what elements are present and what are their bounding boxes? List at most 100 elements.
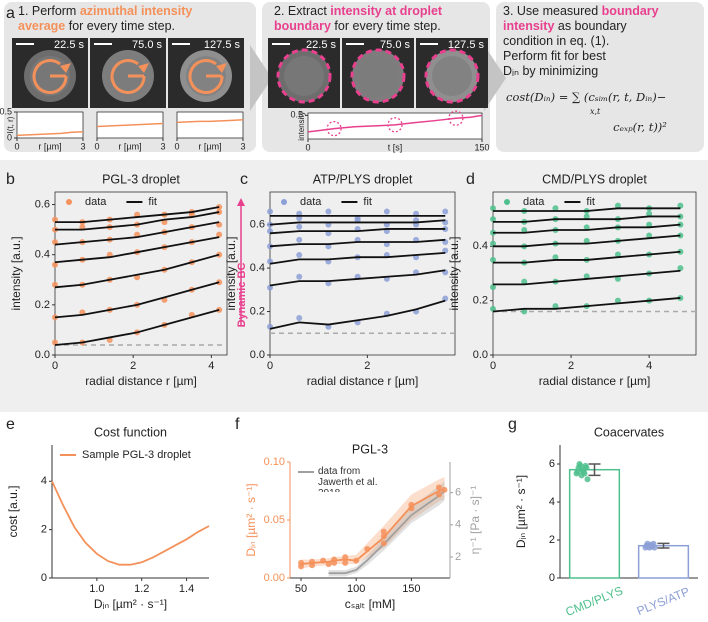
- line: [493, 234, 681, 248]
- chart-title: PGL-3 droplet: [102, 172, 180, 186]
- chart-title: Cost function: [94, 425, 167, 439]
- x-tick-label: 0: [490, 360, 496, 372]
- data-point: [583, 213, 590, 220]
- y-tick-label: 0.2: [250, 305, 265, 317]
- line: [55, 211, 220, 231]
- step-text-segment: intensity: [503, 19, 554, 33]
- y-tick-label: 0.4: [473, 240, 488, 252]
- panel-label: f: [235, 416, 240, 433]
- step-text-segment: condition in eq. (1).: [503, 34, 609, 48]
- data-point: [383, 208, 390, 215]
- x-tick-label: 1.2: [134, 583, 149, 595]
- azimuthal-arrow: [110, 59, 146, 94]
- step-text: 1. Perform azimuthal intensity: [18, 4, 192, 18]
- data-point: [380, 533, 387, 540]
- line: [269, 299, 446, 330]
- formula: cost(Dᵢₙ) = ∑ (cₛᵢₘ(r, t, Dᵢₙ)−: [506, 90, 666, 104]
- x-axis-label: Dᵢₙ [µm² · s⁻¹]: [94, 597, 167, 611]
- data-point: [216, 231, 223, 238]
- arrow-head: [138, 63, 149, 73]
- line: [493, 207, 681, 212]
- step-text-segment: azimuthal intensity: [80, 4, 193, 18]
- data-point: [646, 232, 653, 239]
- x-tick-label: 2: [364, 360, 370, 372]
- x-tick-label: 0: [174, 141, 179, 151]
- y-tick-label: 0.0: [35, 349, 50, 361]
- line: [51, 480, 210, 566]
- data-point: [521, 227, 528, 234]
- legend-label: fit: [586, 196, 595, 208]
- line: [55, 206, 220, 223]
- chart-title: Coacervates: [594, 425, 664, 439]
- legend-marker: [281, 199, 287, 205]
- panel-label: b: [6, 171, 15, 188]
- data-point: [342, 559, 349, 566]
- line: [493, 250, 681, 264]
- step-text: 2. Extract intensity at droplet: [274, 4, 443, 18]
- x-tick-label: 150: [402, 583, 420, 595]
- data-point: [614, 202, 621, 209]
- data-point: [441, 486, 448, 493]
- data-point: [552, 205, 559, 212]
- data-point: [296, 223, 303, 230]
- x-tick-label: 150: [474, 142, 489, 152]
- time-label: 22.5 s: [54, 39, 84, 51]
- data-point: [380, 528, 387, 535]
- step-text-segment: Dᵢₙ by minimizing: [503, 64, 598, 78]
- line: [176, 119, 244, 124]
- plot-frame: [269, 191, 456, 356]
- boundary-ring: [424, 48, 480, 104]
- step-text-segment: for every time step.: [331, 19, 441, 33]
- line: [493, 223, 681, 234]
- y-tick-label: 0.6: [250, 219, 265, 231]
- data-point: [435, 484, 442, 491]
- data-point: [490, 305, 496, 312]
- line: [269, 219, 446, 226]
- step-text: 3. Use measured boundary: [503, 4, 659, 18]
- y-tick-label: 0.0: [473, 349, 488, 361]
- data-point: [490, 205, 496, 212]
- legend-label: data: [523, 196, 545, 208]
- droplet-core: [284, 56, 324, 96]
- line: [16, 131, 84, 137]
- data-point: [646, 210, 653, 217]
- highlight-circle: [326, 120, 342, 137]
- y-tick-label: 4: [549, 496, 555, 508]
- step-text: Perform fit for best: [503, 49, 606, 63]
- arrow: [250, 45, 272, 111]
- x-tick-label: 2: [568, 360, 574, 372]
- data-point: [325, 208, 332, 215]
- legend-marker: [66, 199, 72, 205]
- x-tick-label: 0: [305, 142, 310, 152]
- y-tick-label: 0.5: [0, 106, 12, 116]
- x-tick-label: 0: [94, 141, 99, 151]
- y-tick-label: 2: [549, 534, 555, 546]
- plot-frame: [54, 191, 228, 356]
- y-tick-label: 0.4: [250, 262, 265, 274]
- y-tick-label: 0.2: [35, 299, 50, 311]
- panel-label: a: [6, 5, 15, 22]
- line: [54, 308, 220, 346]
- x-tick-label: 3: [80, 141, 85, 151]
- time-label: 127.5 s: [448, 39, 485, 51]
- x-tick-label: 50: [295, 583, 307, 595]
- data-point: [490, 256, 496, 263]
- panel-label: d: [466, 171, 475, 188]
- y-axis-label: Dᵢₙ [µm² · s⁻¹]: [514, 475, 528, 548]
- line: [54, 253, 220, 289]
- y-tick-label: 0: [549, 572, 555, 584]
- line: [328, 490, 446, 575]
- plot-frame: [492, 191, 697, 356]
- data-point: [331, 559, 338, 566]
- step-text-segment: boundary: [602, 4, 659, 18]
- y-axis-label: Dᵢₙ [µm² · s⁻¹]: [244, 483, 258, 556]
- legend-label: data from Jawerth et al. 2018: [318, 466, 378, 492]
- azimuthal-arrow: [32, 59, 68, 94]
- x-axis-label: cₛₐₗₜ [mM]: [345, 597, 395, 611]
- step-text: average for every time step.: [18, 19, 175, 33]
- plot-frame: [176, 111, 244, 139]
- y-tick-label: 4: [41, 475, 47, 487]
- bar-point: [584, 476, 591, 483]
- step-text-segment: for every time step.: [65, 19, 175, 33]
